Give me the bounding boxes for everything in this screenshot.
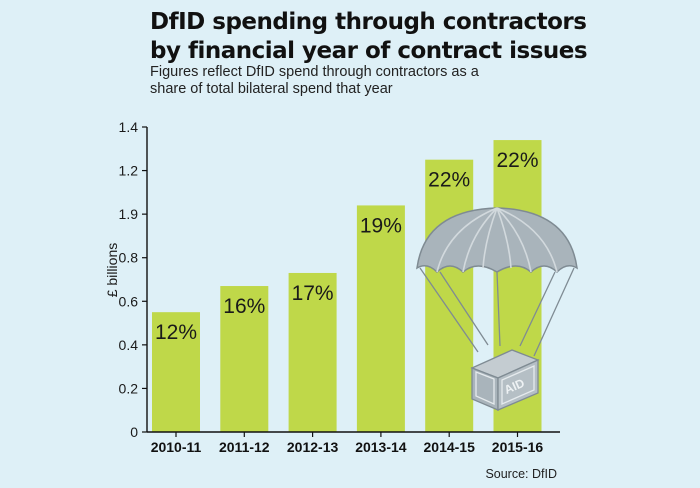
y-tick-label: 1.2 — [119, 163, 139, 179]
data-label-2012-13: 17% — [292, 282, 334, 305]
x-tick-label-2012-13: 2012-13 — [287, 439, 339, 455]
y-axis-label: £ billions — [104, 243, 120, 297]
y-tick-label: 1.4 — [119, 119, 139, 135]
x-tick-label-2011-12: 2011-12 — [219, 439, 270, 455]
y-tick-label: 0 — [130, 424, 138, 440]
data-label-2014-15: 22% — [428, 169, 470, 192]
data-labels-layer: 12% 16% 17% 19% 22% 22% — [155, 149, 539, 344]
data-label-2010-11: 12% — [155, 321, 197, 344]
x-axis-ticks: 2010-11 2011-12 2012-13 2013-14 2014-15 2015-… — [151, 432, 544, 455]
data-label-2015-16: 22% — [496, 149, 538, 172]
data-label-2011-12: 16% — [223, 295, 265, 318]
y-tick-label: 1.9 — [119, 206, 139, 222]
x-tick-label-2015-16: 2015-16 — [492, 439, 544, 455]
source-note: Source: DfID — [485, 467, 557, 481]
y-tick-label: 0.8 — [119, 250, 139, 266]
bar-2012-13 — [288, 272, 337, 432]
y-tick-label: 0.4 — [119, 337, 139, 353]
bar-2014-15 — [425, 159, 474, 432]
chart-subtitle-line-2: share of total bilateral spend that year — [150, 81, 393, 97]
bar-2011-12 — [220, 286, 269, 432]
y-tick-label: 0.2 — [119, 380, 139, 396]
data-label-2013-14: 19% — [360, 214, 402, 237]
x-tick-label-2013-14: 2013-14 — [355, 439, 407, 455]
chart-subtitle: Figures reflect DfID spend through contr… — [150, 64, 550, 98]
x-tick-label-2014-15: 2014-15 — [424, 439, 476, 455]
bar-2010-11 — [152, 312, 200, 432]
y-axis-ticks: 0 0.2 0.4 0.6 0.8 1.9 1.2 1.4 — [119, 119, 147, 440]
parachute-aid-crate-icon: AID — [416, 207, 578, 411]
chart-title-line-2: by financial year of contract issues — [150, 38, 588, 64]
aid-crate: AID — [470, 349, 540, 411]
y-tick-label: 0.6 — [119, 293, 139, 309]
chart-subtitle-line-1: Figures reflect DfID spend through contr… — [150, 64, 479, 80]
chart-title: DfID spending through contractors by fin… — [150, 8, 670, 66]
chart-title-line-1: DfID spending through contractors — [150, 9, 587, 35]
x-tick-label-2010-11: 2010-11 — [151, 439, 202, 455]
bar-2013-14 — [356, 205, 405, 432]
